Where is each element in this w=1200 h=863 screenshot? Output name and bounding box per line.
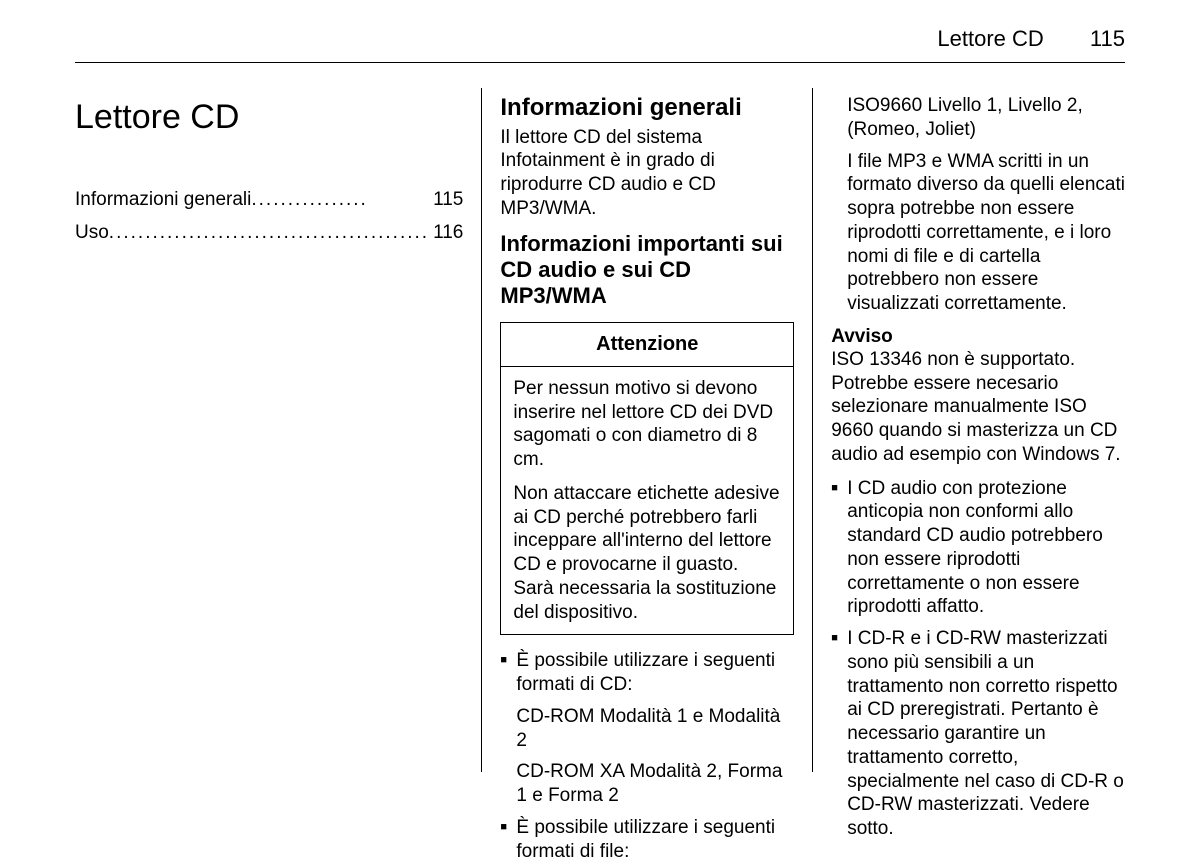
toc-entry: Uso ....................................…: [75, 220, 463, 247]
notice-text: ISO 13346 non è supportato. Potrebbe ess…: [831, 348, 1125, 467]
indented-text: ISO9660 Livello 1, Livello 2, (Romeo, Jo…: [847, 94, 1125, 142]
toc-label: Informazioni generali: [75, 187, 251, 214]
caution-box: Attenzione Per nessun motivo si devono i…: [500, 322, 794, 636]
header-divider: [75, 62, 1125, 63]
bullet-text: È possibile utilizzare i seguenti format…: [516, 649, 794, 697]
section-heading: Informazioni generali: [500, 94, 794, 122]
toc-dots: ........................................…: [109, 220, 429, 247]
bullet-text: I CD-R e i CD-RW masterizzati sono più s…: [847, 627, 1125, 841]
bullet-icon: ■: [831, 477, 847, 620]
header-section: Lettore CD: [937, 26, 1043, 51]
content-area: Lettore CD Informazioni generali .......…: [75, 80, 1125, 782]
bullet-icon: ■: [500, 816, 516, 863]
toc-page: 116: [429, 220, 463, 247]
page-header: Lettore CD 115: [937, 26, 1125, 52]
toc-page: 115: [429, 187, 463, 214]
caution-paragraph: Non attaccare etichette adesive ai CD pe…: [513, 482, 781, 625]
notice-label: Avviso: [831, 326, 1125, 348]
list-item: ■ I CD audio con protezione anticopia no…: [831, 477, 1125, 620]
intro-paragraph: Il lettore CD del sistema Infotainment è…: [500, 126, 794, 221]
caution-paragraph: Per nessun motivo si devono inserire nel…: [513, 377, 781, 472]
column-2: Informazioni generali Il lettore CD del …: [482, 80, 812, 782]
toc-entry: Informazioni generali ................ 1…: [75, 187, 463, 214]
bullet-text: È possibile utilizzare i seguenti format…: [516, 816, 794, 863]
header-page-number: 115: [1090, 26, 1125, 51]
caution-title: Attenzione: [501, 323, 793, 367]
list-item: ■ I CD-R e i CD-RW masterizzati sono più…: [831, 627, 1125, 841]
toc-dots: ................: [251, 187, 429, 214]
caution-body: Per nessun motivo si devono inserire nel…: [501, 367, 793, 635]
indented-text: CD-ROM XA Modalità 2, Forma 1 e Forma 2: [516, 760, 794, 808]
sub-heading: Informazioni importanti sui CD audio e s…: [500, 231, 794, 310]
bullet-text: I CD audio con protezione anticopia non …: [847, 477, 1125, 620]
indented-text: CD-ROM Modalità 1 e Modalità 2: [516, 705, 794, 753]
column-3: ISO9660 Livello 1, Livello 2, (Romeo, Jo…: [813, 80, 1125, 782]
column-1: Lettore CD Informazioni generali .......…: [75, 80, 481, 782]
list-item: ■ È possibile utilizzare i seguenti form…: [500, 816, 794, 863]
indented-text: I file MP3 e WMA scritti in un formato d…: [847, 150, 1125, 316]
list-item: ■ È possibile utilizzare i seguenti form…: [500, 649, 794, 697]
chapter-title: Lettore CD: [75, 98, 463, 137]
bullet-icon: ■: [831, 627, 847, 841]
bullet-icon: ■: [500, 649, 516, 697]
toc-label: Uso: [75, 220, 109, 247]
